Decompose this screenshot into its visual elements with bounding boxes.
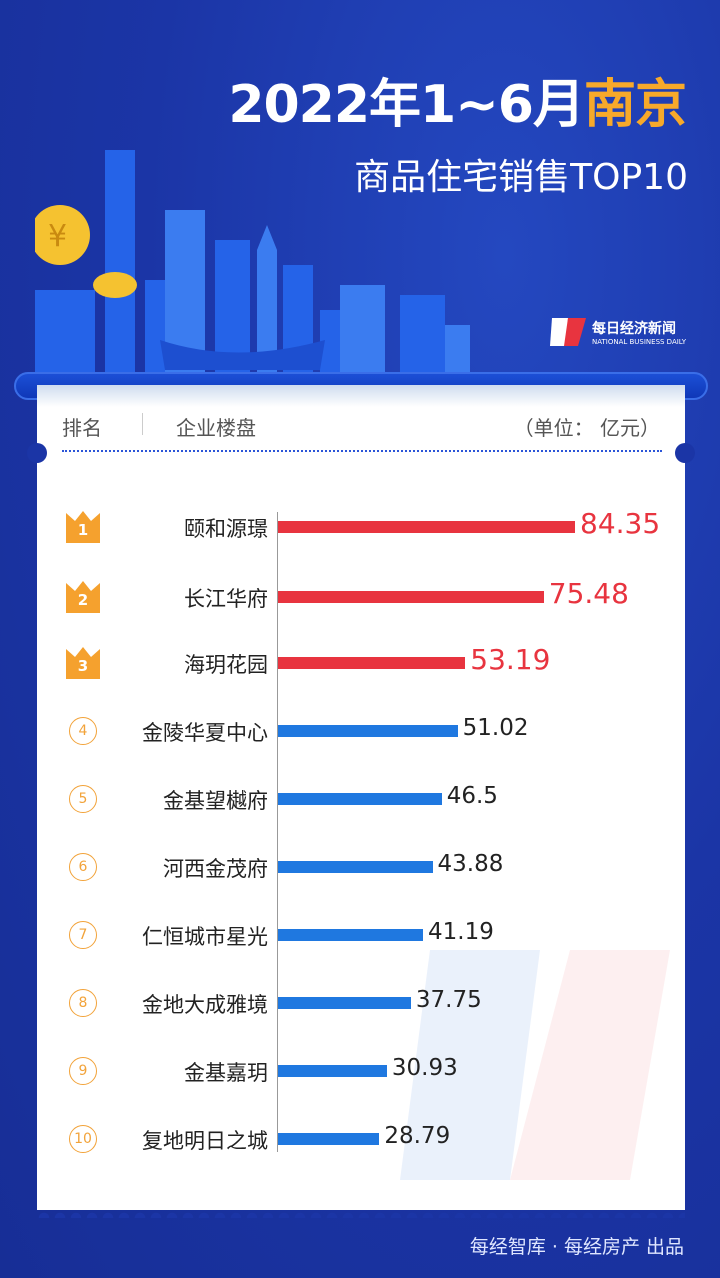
bar [278, 793, 442, 805]
rank-circle-badge: 5 [69, 785, 97, 813]
crown-icon [66, 511, 100, 543]
project-name: 金地大成雅境 [142, 993, 268, 1017]
rank-circle-badge: 9 [69, 1057, 97, 1085]
value-label: 53.19 [470, 643, 551, 676]
value-label: 30.93 [391, 1055, 458, 1081]
rank-crown-badge: 2 [66, 581, 100, 613]
value-label: 75.48 [548, 577, 629, 610]
chart-axis [277, 512, 278, 1152]
page-subtitle: 商品住宅销售TOP10 [354, 157, 688, 198]
bar-row: 10 复地明日之城 28.79 [0, 1119, 720, 1159]
dotted-divider [62, 450, 662, 452]
bar-row: 6 河西金茂府 43.88 [0, 847, 720, 887]
bar [278, 1133, 380, 1145]
logo-name-en: NATIONAL BUSINESS DAILY [592, 338, 687, 346]
project-name: 颐和源璟 [184, 517, 268, 541]
rank-circle-badge: 8 [69, 989, 97, 1017]
page-title: 2022年1~6月南京 [228, 62, 687, 137]
card-notch [675, 443, 695, 463]
bar [278, 657, 466, 669]
project-name: 长江华府 [184, 587, 268, 611]
project-name: 金基望樾府 [163, 789, 268, 813]
value-label: 28.79 [384, 1123, 451, 1149]
title-period: 2022年1~6月 [228, 75, 585, 135]
card-bottom-edge [37, 1204, 685, 1218]
title-city: 南京 [583, 75, 687, 135]
rank-number: 3 [77, 657, 89, 675]
rank-circle-badge: 6 [69, 853, 97, 881]
bar [278, 521, 575, 533]
coin-icon [93, 272, 137, 298]
rank-crown-badge: 3 [66, 647, 100, 679]
rank-number: 1 [77, 521, 89, 539]
project-name: 仁恒城市星光 [142, 925, 268, 949]
bar-row: 4 金陵华夏中心 51.02 [0, 711, 720, 751]
bar-row: 8 金地大成雅境 37.75 [0, 983, 720, 1023]
value-label: 46.5 [446, 783, 498, 809]
bar [278, 591, 544, 603]
header-unit: （单位： 亿元） [513, 416, 660, 440]
bar [278, 1065, 387, 1077]
project-name: 河西金茂府 [163, 857, 268, 881]
bar-row: 7 仁恒城市星光 41.19 [0, 915, 720, 955]
project-name: 金陵华夏中心 [142, 721, 268, 745]
logo-name-cn: 每日经济新闻 [592, 321, 676, 337]
bar-row: 5 金基望樾府 46.5 [0, 779, 720, 819]
nbd-logo: 每日经济新闻 NATIONAL BUSINESS DAILY [548, 314, 686, 350]
value-label: 51.02 [462, 715, 529, 741]
bar [278, 725, 458, 737]
project-name: 海玥花园 [184, 653, 268, 677]
value-label: 41.19 [428, 919, 494, 945]
value-label: 43.88 [437, 851, 504, 877]
header-rank: 排名 [62, 416, 102, 440]
bar-row: 9 金基嘉玥 30.93 [0, 1051, 720, 1091]
project-name: 复地明日之城 [142, 1129, 268, 1153]
bar [278, 929, 424, 941]
footer-credit: 每经智库 · 每经房产 出品 [469, 1236, 684, 1258]
nbd-logo-mark [550, 318, 586, 346]
card-notch [27, 443, 47, 463]
value-label: 37.75 [415, 987, 482, 1013]
header-project: 企业楼盘 [176, 416, 256, 440]
project-name: 金基嘉玥 [184, 1061, 268, 1085]
coin-icon [35, 205, 90, 265]
bar-row: 1 颐和源璟 84.35 [0, 507, 720, 547]
rank-circle-badge: 4 [69, 717, 97, 745]
bar [278, 997, 411, 1009]
rank-circle-badge: 7 [69, 921, 97, 949]
crown-icon [66, 581, 100, 613]
bar-row: 2 长江华府 75.48 [0, 577, 720, 617]
rank-crown-badge: 1 [66, 511, 100, 543]
rank-circle-badge: 10 [69, 1125, 97, 1153]
bar [278, 861, 433, 873]
watermark-logo [400, 950, 670, 1180]
crown-icon [66, 647, 100, 679]
value-label: 84.35 [580, 507, 661, 540]
svg-text:¥: ¥ [48, 219, 67, 254]
rank-number: 2 [77, 591, 89, 609]
bar-row: 3 海玥花园 53.19 [0, 643, 720, 683]
header-divider [142, 413, 143, 435]
skyline-illustration: ¥ [35, 150, 470, 375]
